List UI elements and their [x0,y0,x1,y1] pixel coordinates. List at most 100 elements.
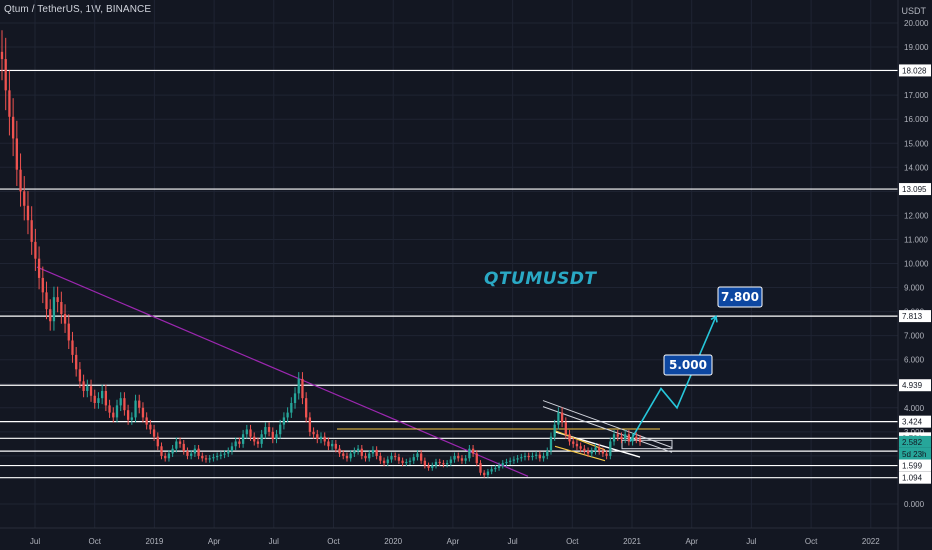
price-tag-bg [899,471,931,484]
candle-body [86,386,89,391]
candle-body [108,405,111,413]
candle-body [138,400,141,408]
candle-body [49,309,52,322]
candle-body [501,463,504,466]
candle-body [78,369,82,382]
candle-body [479,463,482,473]
candle-body [312,431,315,435]
candle-body [364,455,367,459]
price-level-tag: 1.094 [899,471,931,484]
candle-body [379,455,382,461]
price-tick-label: 9.000 [904,284,925,293]
candle-body [434,461,438,466]
candle-body [538,454,541,459]
candle-body [349,453,352,459]
candle-body [323,436,326,442]
price-level-tag: 3.424 [899,415,931,428]
time-tick-label: Oct [88,537,101,546]
candle-body [279,424,282,435]
candle-body [197,448,200,456]
price-tick-label: 0.000 [904,500,925,509]
candle-body [308,417,312,432]
candle-body [119,398,122,406]
candle-body [156,436,159,447]
price-axis[interactable]: 0.0002.0003.0004.0005.0006.0007.0008.000… [897,0,931,550]
candle-body [594,447,597,452]
price-tag-bg [899,415,931,428]
candle-body [609,441,612,456]
candle-body [460,458,464,461]
candle-body [345,455,349,459]
candle-body [549,436,553,452]
candle-body [319,436,323,440]
candle-body [215,455,219,458]
time-tick-label: 2021 [623,537,641,546]
candle-body [583,448,586,452]
candle-body [293,393,297,403]
candle-body [557,412,560,425]
candle-body [397,457,401,461]
candle-body [471,448,475,454]
candle-body [575,443,579,447]
price-level-tag: 7.813 [899,310,931,323]
candle-body [553,424,556,437]
candle-body [130,417,133,420]
candle-body [112,412,115,418]
candle-body [620,436,623,440]
candle-body [356,448,360,452]
price-tick-label: 6.000 [904,356,925,365]
candle-body [123,398,126,411]
candle-body [505,461,508,464]
candle-body [256,441,260,444]
candle-body [89,386,93,396]
candle-body [267,427,271,432]
candle-body [616,434,619,437]
candle-body [193,448,197,454]
price-tick-label: 16.000 [904,115,929,124]
candle-body [164,455,167,459]
candle-body [234,441,237,447]
price-tick-label: 4.000 [904,404,925,413]
candle-body [282,417,286,425]
candle-body [104,390,108,406]
candle-body [598,447,601,452]
candle-body [490,469,493,472]
candle-body [564,422,567,435]
candle-body [509,460,512,462]
chart-annotations: QTUMUSDT 5.000 7.800 [484,269,763,376]
candle-body [204,458,208,460]
time-tick-label: Jul [30,537,40,546]
candle-body [631,436,634,442]
candle-body [30,220,33,242]
target-label-box [663,354,713,376]
candle-body [445,463,449,465]
candle-body [342,453,345,456]
candle-body [568,434,571,442]
candle-body [4,59,7,91]
price-tick-label: 20.000 [904,19,929,28]
candle-body [60,301,63,315]
candle-body [353,451,356,454]
candle-body [371,449,375,454]
time-tick-label: Jul [507,537,517,546]
candle-body [334,443,337,449]
price-tag-text: 3.424 [902,418,923,427]
candle-body [330,443,334,447]
candle-body [442,463,445,465]
candle-body [249,429,252,437]
price-tag-text: 5d 23h [902,450,926,459]
target-label-box [717,286,763,308]
candle-body [63,314,67,324]
candle-body [230,446,234,452]
price-tick-label: 17.000 [904,91,929,100]
target-label-text: 7.800 [721,290,759,304]
candle-body [67,323,70,341]
price-level-tag: 1.599 [899,459,931,472]
candle-body [382,460,386,464]
chart-title-annotation: QTUMUSDT [484,269,597,289]
time-axis[interactable]: Jul Oct 2019 Apr Jul Oct 2020 Apr Jul Oct 2021 Apr J… [0,527,932,546]
candle-body [516,458,519,460]
candle-body [624,434,627,440]
time-tick-label: Apr [447,537,460,546]
